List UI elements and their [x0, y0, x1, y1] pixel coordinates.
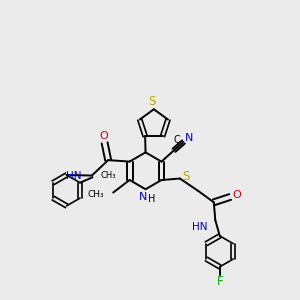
Text: HN: HN — [192, 222, 208, 232]
Text: F: F — [216, 275, 223, 288]
Text: H: H — [148, 194, 156, 204]
Text: O: O — [232, 190, 241, 200]
Text: O: O — [100, 131, 108, 141]
Text: CH₃: CH₃ — [88, 190, 104, 199]
Text: CH₃: CH₃ — [101, 171, 116, 180]
Text: S: S — [149, 95, 156, 108]
Text: C: C — [174, 135, 181, 145]
Text: HN: HN — [66, 171, 81, 181]
Text: S: S — [182, 170, 190, 183]
Text: N: N — [185, 133, 193, 143]
Text: N: N — [139, 192, 148, 202]
